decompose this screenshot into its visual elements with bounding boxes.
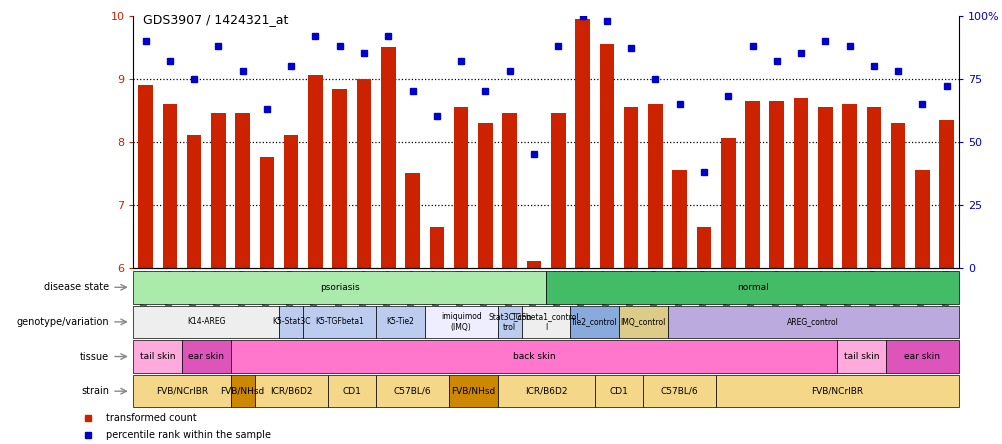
Bar	[332, 89, 347, 268]
Bar	[550, 113, 565, 268]
Bar	[502, 113, 516, 268]
Bar	[570, 305, 618, 338]
Text: K5-Stat3C: K5-Stat3C	[272, 317, 311, 326]
Bar	[866, 107, 881, 268]
Bar	[837, 340, 885, 373]
Bar	[376, 305, 424, 338]
Text: FVB/NHsd: FVB/NHsd	[451, 387, 495, 396]
Bar	[308, 75, 323, 268]
Bar	[793, 98, 808, 268]
Text: tissue: tissue	[80, 352, 109, 361]
Text: disease state: disease state	[44, 282, 109, 292]
Bar	[696, 227, 710, 268]
Bar	[521, 305, 570, 338]
Text: IMQ_control: IMQ_control	[620, 317, 665, 326]
Bar	[454, 107, 468, 268]
Text: imiquimod
(IMQ): imiquimod (IMQ)	[440, 312, 481, 332]
Text: CD1: CD1	[609, 387, 628, 396]
Bar	[279, 305, 303, 338]
Bar	[357, 79, 371, 268]
Bar	[133, 375, 230, 408]
Bar	[914, 170, 929, 268]
Text: Stat3C_con
trol: Stat3C_con trol	[488, 312, 531, 332]
Bar	[599, 44, 613, 268]
Bar	[594, 375, 642, 408]
Text: AREG_control: AREG_control	[787, 317, 839, 326]
Bar	[260, 158, 274, 268]
Bar	[818, 107, 832, 268]
Bar	[429, 227, 444, 268]
Bar	[744, 101, 760, 268]
Text: ICR/B6D2: ICR/B6D2	[524, 387, 567, 396]
Text: tail skin: tail skin	[140, 352, 175, 361]
Text: FVB/NCrIBR: FVB/NCrIBR	[811, 387, 863, 396]
Bar	[376, 375, 449, 408]
Bar	[545, 271, 958, 304]
Text: strain: strain	[81, 386, 109, 396]
Text: TGFbeta1_control
l: TGFbeta1_control l	[512, 312, 579, 332]
Text: K14-AREG: K14-AREG	[186, 317, 225, 326]
Bar	[478, 123, 492, 268]
Bar	[890, 123, 905, 268]
Bar	[885, 340, 958, 373]
Bar	[255, 375, 328, 408]
Bar	[647, 104, 662, 268]
Bar	[424, 305, 497, 338]
Bar	[667, 305, 958, 338]
Text: back skin: back skin	[512, 352, 555, 361]
Text: normal: normal	[735, 283, 768, 292]
Bar	[720, 139, 734, 268]
Bar	[328, 375, 376, 408]
Text: ICR/B6D2: ICR/B6D2	[270, 387, 313, 396]
Bar	[449, 375, 497, 408]
Bar	[526, 262, 541, 268]
Text: K5-Tie2: K5-Tie2	[386, 317, 414, 326]
Bar	[497, 375, 594, 408]
Bar	[405, 173, 420, 268]
Bar	[133, 340, 181, 373]
Text: percentile rank within the sample: percentile rank within the sample	[106, 430, 271, 440]
Text: C57BL/6: C57BL/6	[660, 387, 697, 396]
Bar	[575, 19, 589, 268]
Text: ear skin: ear skin	[188, 352, 224, 361]
Bar	[671, 170, 686, 268]
Bar	[138, 85, 152, 268]
Bar	[939, 119, 953, 268]
Bar	[284, 135, 299, 268]
Bar	[842, 104, 856, 268]
Text: tail skin: tail skin	[843, 352, 879, 361]
Bar	[210, 113, 225, 268]
Text: K5-TGFbeta1: K5-TGFbeta1	[315, 317, 364, 326]
Bar	[715, 375, 958, 408]
Bar	[769, 101, 784, 268]
Bar	[186, 135, 201, 268]
Bar	[230, 375, 255, 408]
Text: CD1: CD1	[342, 387, 361, 396]
Text: psoriasis: psoriasis	[320, 283, 360, 292]
Text: FVB/NCrIBR: FVB/NCrIBR	[155, 387, 207, 396]
Text: C57BL/6: C57BL/6	[394, 387, 431, 396]
Text: GDS3907 / 1424321_at: GDS3907 / 1424321_at	[143, 13, 289, 26]
Bar	[623, 107, 637, 268]
Bar	[381, 47, 395, 268]
Bar	[162, 104, 177, 268]
Text: FVB/NHsd: FVB/NHsd	[220, 387, 265, 396]
Text: genotype/variation: genotype/variation	[17, 317, 109, 327]
Bar	[133, 305, 279, 338]
Bar	[235, 113, 249, 268]
Bar	[497, 305, 521, 338]
Text: Tie2_control: Tie2_control	[571, 317, 617, 326]
Bar	[181, 340, 230, 373]
Bar	[618, 305, 667, 338]
Bar	[133, 271, 545, 304]
Bar	[303, 305, 376, 338]
Bar	[642, 375, 715, 408]
Text: transformed count: transformed count	[106, 413, 196, 423]
Text: ear skin: ear skin	[904, 352, 940, 361]
Bar	[230, 340, 837, 373]
